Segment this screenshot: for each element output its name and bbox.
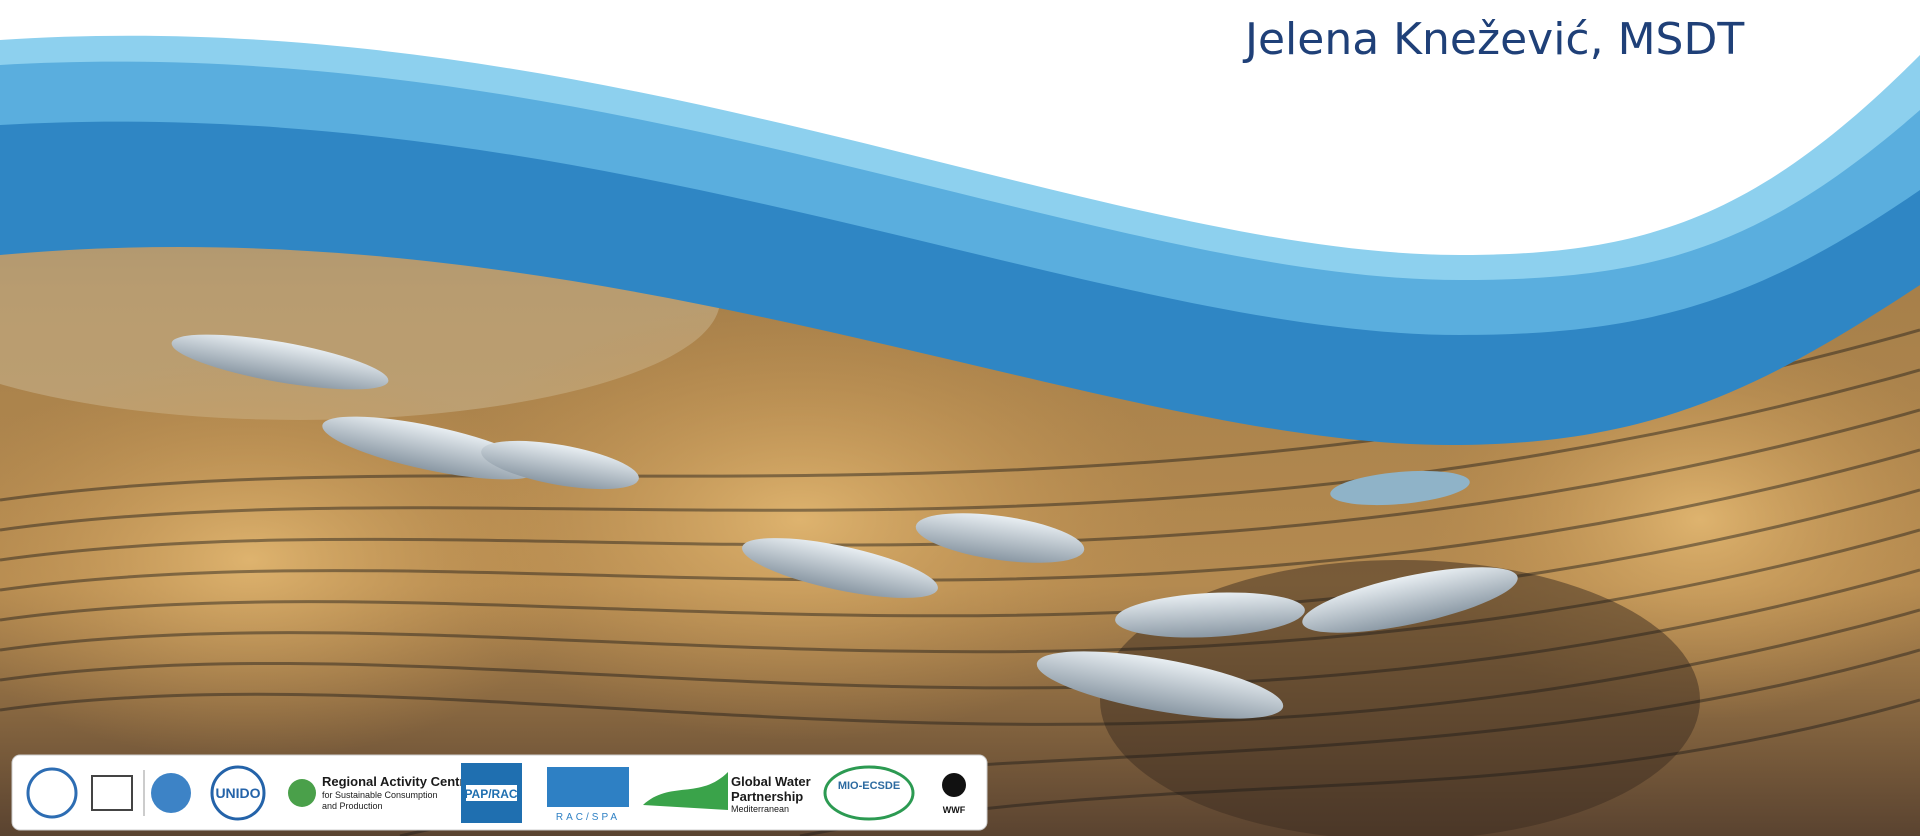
rac-scp-text: for Sustainable Consumption xyxy=(322,790,438,800)
pap-rac-text: PAP/RAC xyxy=(464,787,517,801)
gwp-text: Partnership xyxy=(731,789,803,804)
unido-text: UNIDO xyxy=(215,785,260,801)
wwf-text: WWF xyxy=(943,805,966,815)
emblem-logo xyxy=(151,773,191,813)
fish xyxy=(1115,592,1305,638)
pattern-line xyxy=(0,568,1920,690)
mio-ecsde-text: MIO-ECSDE xyxy=(838,780,900,792)
fish xyxy=(171,334,389,390)
mio-ecsde-logo xyxy=(823,765,915,821)
gwp-text: Mediterranean xyxy=(731,804,789,814)
fish xyxy=(742,538,938,598)
wwf-logo xyxy=(942,773,966,797)
unesco-logo xyxy=(91,775,133,811)
fish-school xyxy=(171,334,1518,719)
pap-rac-label-bg xyxy=(466,785,517,801)
fish xyxy=(322,416,538,480)
fao-logo xyxy=(26,767,78,819)
line-pattern xyxy=(0,328,1920,836)
pattern-line xyxy=(0,408,1920,562)
pattern-line xyxy=(0,528,1920,654)
gwp-text: Global Water xyxy=(731,774,811,789)
fish xyxy=(1330,470,1470,506)
rac-scp-text: and Production xyxy=(322,801,383,811)
seaweed xyxy=(420,300,1180,740)
fish xyxy=(915,513,1085,563)
presenter-name: Jelena Knežević, MSDT xyxy=(1242,14,1744,65)
pattern-line xyxy=(0,368,1920,532)
fish xyxy=(481,440,639,490)
gwp-logo xyxy=(643,772,728,810)
fish xyxy=(1302,567,1518,633)
pattern-line xyxy=(0,608,1920,726)
pattern-line xyxy=(0,488,1920,622)
fish xyxy=(1036,651,1284,719)
rac-scp-text: Regional Activity Centre xyxy=(322,774,472,789)
wave-white xyxy=(0,0,1920,255)
rac-scp-icon xyxy=(288,779,316,807)
rac-spa-text: RAC/SPA xyxy=(556,812,620,823)
rac-spa-logo xyxy=(547,767,629,807)
unido-logo xyxy=(210,765,266,821)
logo-strip: UNIDO Regional Activity Centre for Susta… xyxy=(11,754,988,831)
